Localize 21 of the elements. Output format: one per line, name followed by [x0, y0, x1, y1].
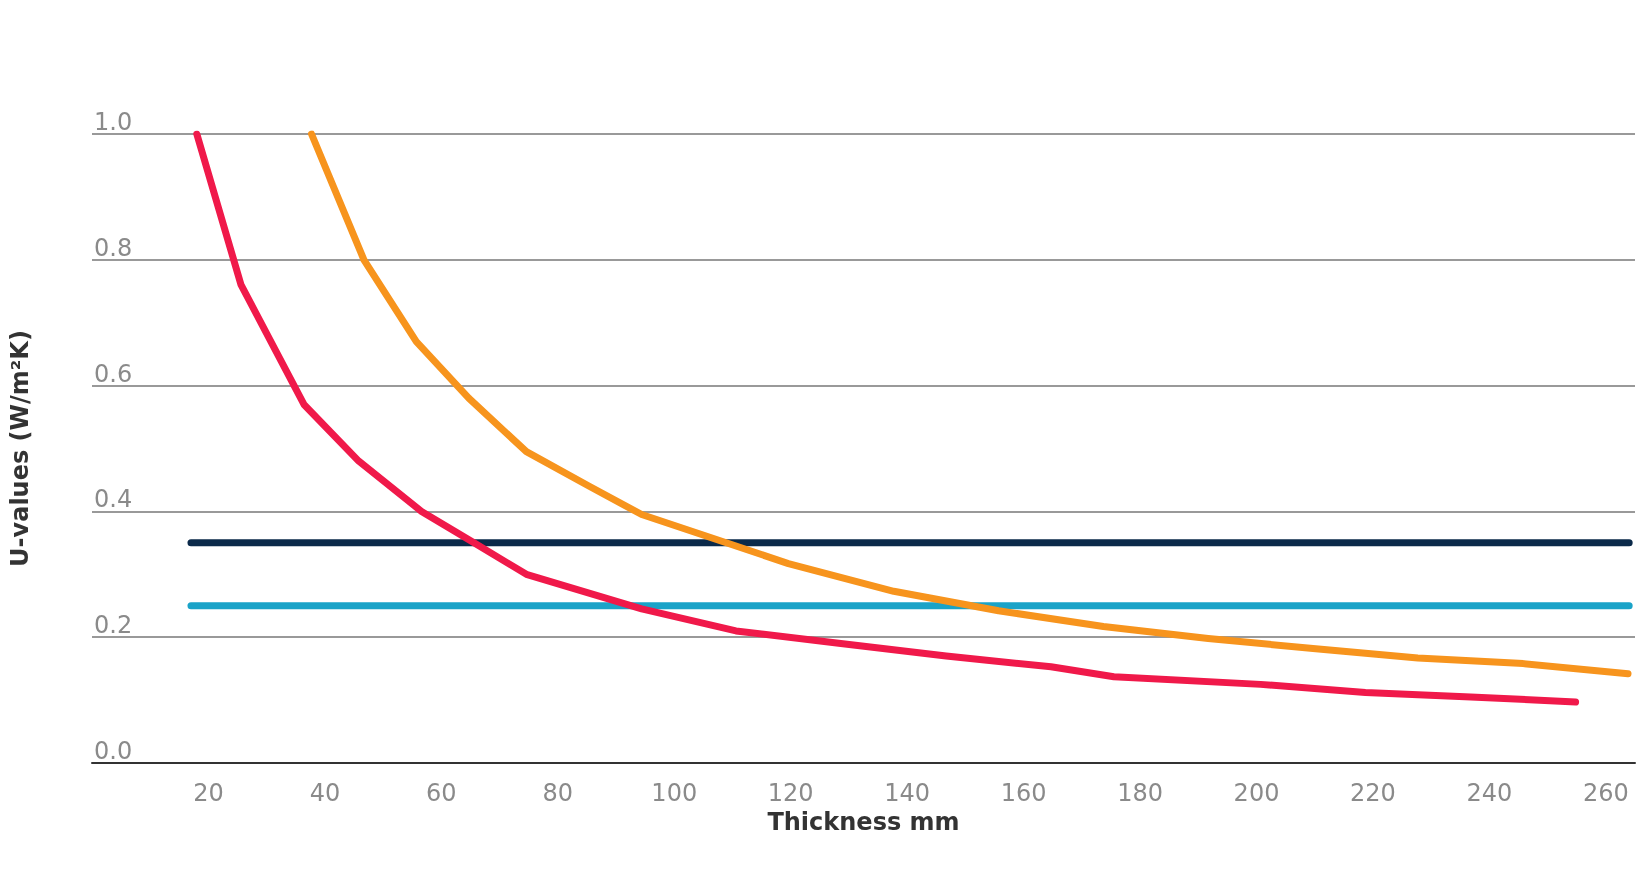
y-tick-label: 1.0	[94, 108, 133, 136]
x-tick-label: 180	[1117, 779, 1163, 807]
x-tick-label: 80	[542, 779, 574, 807]
y-axis-title: U-values (W/m²K)	[6, 330, 34, 567]
y-tick-label: 0.8	[94, 233, 133, 262]
x-tick-label: 220	[1350, 779, 1396, 807]
x-tick-label: 140	[884, 779, 931, 807]
y-tick-label: 0.6	[94, 359, 133, 388]
y-tick-label: 0.4	[94, 485, 133, 514]
y-tick-label: 0.2	[94, 611, 133, 640]
x-tick-label: 100	[651, 779, 698, 807]
y-tick-label: 0.0	[94, 737, 133, 765]
x-tick-label: 40	[309, 779, 341, 807]
x-tick-label: 20	[193, 779, 224, 807]
x-axis-title: Thickness mm	[767, 807, 960, 836]
x-tick-label: 160	[1000, 779, 1047, 807]
x-tick-label: 240	[1466, 779, 1513, 807]
x-tick-label: 120	[767, 779, 814, 807]
x-tick-label: 260	[1582, 779, 1629, 807]
x-tick-label: 60	[426, 779, 457, 807]
x-tick-label: 200	[1233, 779, 1280, 807]
